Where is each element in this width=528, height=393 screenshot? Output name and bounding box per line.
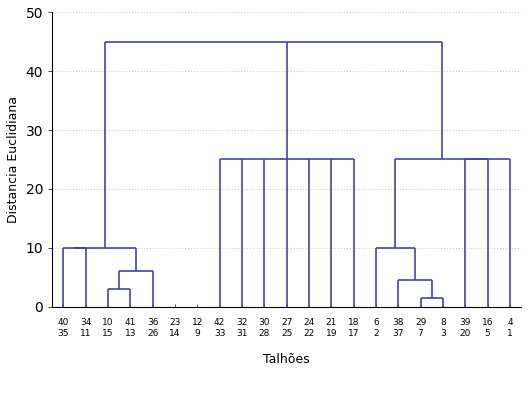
Text: 14: 14 <box>169 329 181 338</box>
Text: 6: 6 <box>373 318 379 327</box>
Text: 19: 19 <box>325 329 337 338</box>
Text: 36: 36 <box>147 318 158 327</box>
Text: 27: 27 <box>281 318 293 327</box>
Text: 32: 32 <box>236 318 248 327</box>
Text: 42: 42 <box>214 318 225 327</box>
Text: 39: 39 <box>459 318 471 327</box>
Text: 1: 1 <box>507 329 513 338</box>
Y-axis label: Distancia Euclidiana: Distancia Euclidiana <box>7 96 20 223</box>
Text: 34: 34 <box>80 318 91 327</box>
Text: 41: 41 <box>125 318 136 327</box>
Text: 20: 20 <box>459 329 471 338</box>
Text: 30: 30 <box>259 318 270 327</box>
Text: 12: 12 <box>192 318 203 327</box>
Text: 25: 25 <box>281 329 293 338</box>
Text: 15: 15 <box>102 329 114 338</box>
Text: 33: 33 <box>214 329 225 338</box>
Text: 8: 8 <box>440 318 446 327</box>
Text: 22: 22 <box>303 329 315 338</box>
Text: 23: 23 <box>169 318 181 327</box>
Text: 7: 7 <box>418 329 423 338</box>
Text: 21: 21 <box>326 318 337 327</box>
Text: 26: 26 <box>147 329 158 338</box>
Text: 13: 13 <box>125 329 136 338</box>
Text: 24: 24 <box>303 318 315 327</box>
Text: 28: 28 <box>259 329 270 338</box>
Text: 16: 16 <box>482 318 493 327</box>
X-axis label: Talhões: Talhões <box>263 353 310 366</box>
Text: 3: 3 <box>440 329 446 338</box>
Text: 4: 4 <box>507 318 513 327</box>
Text: 10: 10 <box>102 318 114 327</box>
Text: 11: 11 <box>80 329 91 338</box>
Text: 9: 9 <box>194 329 200 338</box>
Text: 31: 31 <box>236 329 248 338</box>
Text: 17: 17 <box>348 329 360 338</box>
Text: 38: 38 <box>392 318 404 327</box>
Text: 37: 37 <box>392 329 404 338</box>
Text: 2: 2 <box>373 329 379 338</box>
Text: 18: 18 <box>348 318 360 327</box>
Text: 35: 35 <box>58 329 69 338</box>
Text: 40: 40 <box>58 318 69 327</box>
Text: 29: 29 <box>415 318 426 327</box>
Text: 5: 5 <box>485 329 491 338</box>
